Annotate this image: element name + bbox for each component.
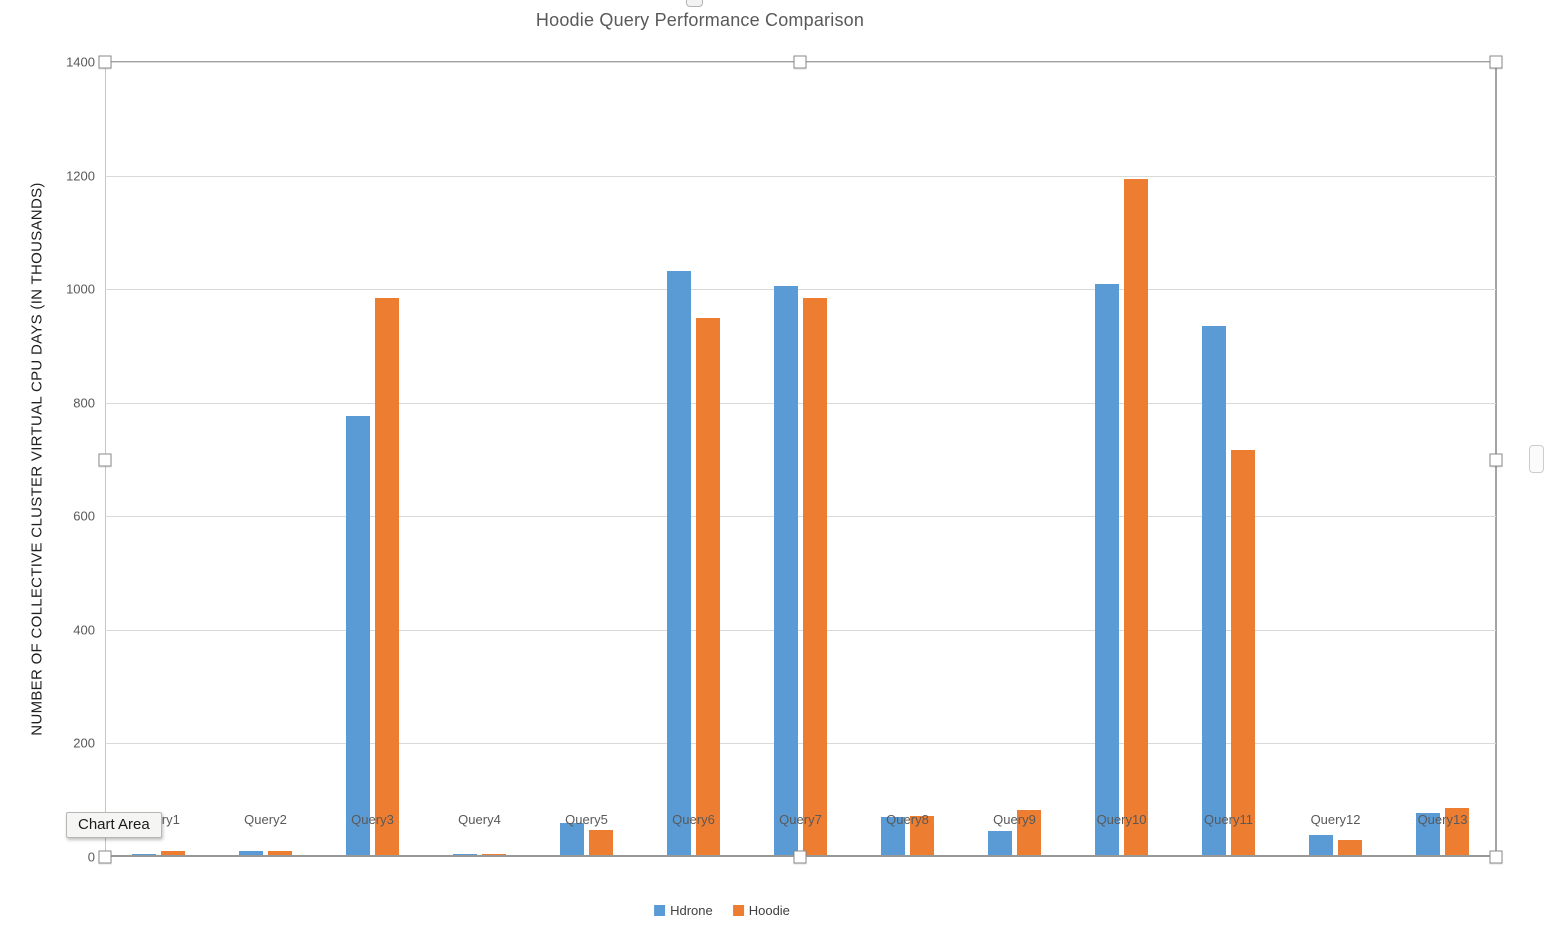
x-category-label-query10[interactable]: Query10 [1096, 812, 1147, 827]
bar-hoodie-query9[interactable] [1017, 810, 1041, 856]
plot-area[interactable] [105, 62, 1496, 857]
selection-handle[interactable] [98, 453, 112, 467]
bar-hoodie-query12[interactable] [1338, 839, 1362, 856]
bar-hoodie-query3[interactable] [375, 297, 399, 856]
selection-handle[interactable] [98, 850, 112, 864]
gridline [105, 629, 1496, 631]
y-axis-title[interactable]: NUMBER OF COLLECTIVE CLUSTER VIRTUAL CPU… [28, 182, 46, 736]
gridline [105, 175, 1496, 177]
selection-handle[interactable] [793, 850, 807, 864]
bar-hoodie-query1[interactable] [161, 851, 185, 856]
y-tick-label[interactable]: 600 [73, 508, 95, 524]
bar-hoodie-query13[interactable] [1445, 808, 1469, 856]
bar-hoodie-query4[interactable] [482, 853, 506, 856]
bar-hdrone-query7[interactable] [774, 285, 798, 856]
bar-hdrone-query8[interactable] [881, 817, 905, 856]
y-tick-label[interactable]: 200 [73, 735, 95, 751]
bar-hoodie-query2[interactable] [268, 851, 292, 856]
legend-swatch-icon [654, 905, 666, 916]
bar-hoodie-query7[interactable] [803, 297, 827, 856]
y-tick-label[interactable]: 0 [87, 849, 95, 865]
legend-swatch-icon [732, 905, 744, 916]
gridline [105, 516, 1496, 518]
selection-handle[interactable] [1489, 850, 1503, 864]
legend-item-hdrone[interactable]: Hdrone [654, 903, 713, 918]
gridline [105, 289, 1496, 291]
legend-item-hoodie[interactable]: Hoodie [732, 903, 790, 918]
chart-legend[interactable]: Hdrone Hoodie [654, 903, 790, 918]
selection-handle[interactable] [1489, 453, 1503, 467]
x-category-label-query4[interactable]: Query4 [458, 812, 501, 827]
chart-area-tooltip: Chart Area [66, 812, 162, 838]
bar-hdrone-query10[interactable] [1095, 284, 1119, 856]
x-category-label-query6[interactable]: Query6 [672, 812, 715, 827]
bar-hoodie-query10[interactable] [1124, 178, 1148, 856]
x-category-label-query12[interactable]: Query12 [1310, 812, 1361, 827]
bar-hdrone-query9[interactable] [988, 831, 1012, 856]
bar-hoodie-query6[interactable] [696, 317, 720, 856]
bar-hdrone-query1[interactable] [132, 853, 156, 856]
gridline [105, 402, 1496, 404]
bar-hdrone-query3[interactable] [346, 415, 370, 856]
selection-handle[interactable] [98, 55, 112, 69]
gridline [105, 743, 1496, 745]
selection-handle[interactable] [793, 55, 807, 69]
selection-handle[interactable] [1489, 55, 1503, 69]
y-tick-label[interactable]: 1000 [66, 281, 95, 297]
x-category-label-query3[interactable]: Query3 [351, 812, 394, 827]
bar-hdrone-query11[interactable] [1202, 325, 1226, 856]
bar-hdrone-query2[interactable] [239, 850, 263, 856]
chart-object-handle-right[interactable] [1529, 445, 1544, 473]
y-tick-label[interactable]: 1200 [66, 168, 95, 184]
bar-hdrone-query6[interactable] [667, 271, 691, 856]
bar-hdrone-query5[interactable] [560, 823, 584, 856]
legend-label: Hdrone [670, 903, 713, 918]
chart-title[interactable]: Hoodie Query Performance Comparison [535, 10, 865, 30]
y-tick-label[interactable]: 1400 [66, 54, 95, 70]
x-category-label-query7[interactable]: Query7 [779, 812, 822, 827]
bar-hoodie-query8[interactable] [910, 816, 934, 856]
chart-object-handle-top[interactable] [686, 0, 703, 7]
bar-hdrone-query13[interactable] [1416, 812, 1440, 856]
bar-hoodie-query5[interactable] [589, 829, 613, 856]
y-tick-label[interactable]: 800 [73, 395, 95, 411]
x-category-label-query9[interactable]: Query9 [993, 812, 1036, 827]
legend-label: Hoodie [748, 903, 790, 918]
x-category-label-query13[interactable]: Query13 [1417, 812, 1468, 827]
x-category-label-query8[interactable]: Query8 [886, 812, 929, 827]
y-tick-label[interactable]: 400 [73, 622, 95, 638]
bar-hdrone-query12[interactable] [1309, 835, 1333, 856]
bar-hoodie-query11[interactable] [1231, 449, 1255, 856]
x-category-label-query5[interactable]: Query5 [565, 812, 608, 827]
x-category-label-query2[interactable]: Query2 [244, 812, 287, 827]
x-category-label-query11[interactable]: Query11 [1204, 812, 1253, 827]
